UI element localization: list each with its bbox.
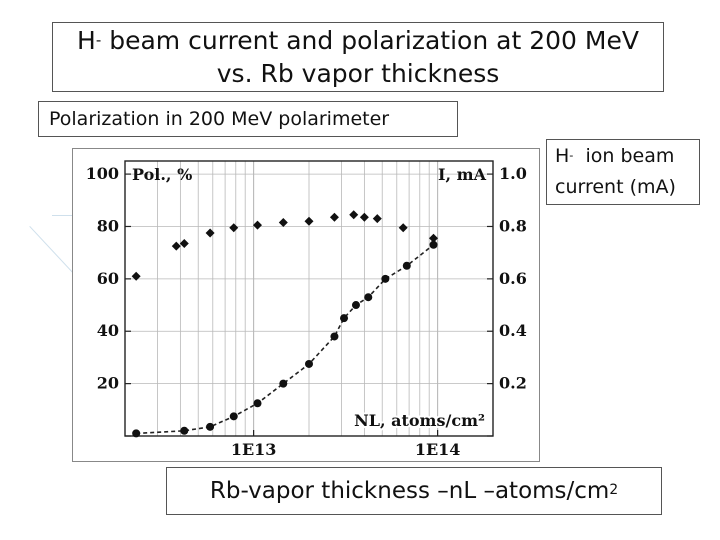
- current-caption-line-1: H- ion beam: [555, 142, 699, 173]
- polarization-data-point: [278, 218, 288, 228]
- x-axis-caption-text: Rb-vapor thickness –nL –atoms/cm: [209, 478, 610, 504]
- current-data-point: [402, 261, 411, 270]
- current-data-point: [340, 314, 349, 323]
- current-prefix: H: [555, 145, 570, 167]
- current-rest: ion beam: [573, 145, 675, 167]
- polarization-current-chart: 20 40 60 80 100 0.2 0.4 0.6 0.8 1.0 1E13 1E14 Pol., …: [86, 160, 527, 459]
- x-axis-label: NL, atoms/cm²: [354, 411, 485, 430]
- current-data-point: [330, 332, 339, 341]
- title-rest: beam current and polarization at 200 MeV: [101, 26, 639, 55]
- polarization-data-point: [253, 220, 263, 230]
- left-axis-label: Pol., %: [132, 165, 192, 184]
- title-superscript: -: [95, 30, 102, 49]
- chart-frame: 20 40 60 80 100 0.2 0.4 0.6 0.8 1.0 1E13 1E14 Pol., …: [72, 148, 540, 462]
- x-axis-caption-sup: 2: [609, 481, 619, 498]
- current-data-point: [429, 240, 438, 249]
- left-axis-tick-label: 20: [97, 374, 119, 393]
- current-data-point: [381, 274, 390, 283]
- x-axis-tick-label: 1E14: [415, 440, 461, 459]
- polarization-data-point: [229, 223, 239, 233]
- current-caption-line-2: current (mA): [555, 176, 676, 198]
- right-axis-tick-label: 0.6: [499, 269, 527, 288]
- polarization-data-point: [304, 216, 314, 226]
- left-axis-tick-label: 60: [97, 269, 119, 288]
- current-data-point: [279, 379, 288, 388]
- current-superscript: -: [569, 147, 574, 162]
- current-data-point: [364, 293, 373, 302]
- polarization-data-point: [398, 223, 408, 233]
- left-axis-tick-label: 80: [97, 216, 119, 235]
- right-axis-tick-label: 1.0: [499, 164, 527, 183]
- right-axis-label: I, mA: [438, 165, 487, 184]
- left-axis-tick-label: 100: [86, 164, 119, 183]
- slide-title: H- beam current and polarization at 200 …: [52, 22, 664, 92]
- current-data-point: [206, 422, 215, 431]
- decorative-line: [52, 215, 82, 216]
- x-axis-caption: Rb-vapor thickness –nL –atoms/cm2: [166, 467, 662, 515]
- plot-area-frame: [124, 160, 494, 437]
- current-data-point: [132, 429, 141, 438]
- polarization-data-point: [372, 214, 382, 224]
- title-line-1: H- beam current and polarization at 200 …: [53, 26, 663, 55]
- right-axis-tick-label: 0.8: [499, 216, 527, 235]
- polarization-data-point: [429, 233, 439, 243]
- polarization-caption: Polarization in 200 MeV polarimeter: [38, 101, 458, 137]
- polarization-data-point: [131, 271, 141, 281]
- title-line-2: vs. Rb vapor thickness: [216, 59, 500, 88]
- current-caption: H- ion beam current (mA): [546, 139, 700, 205]
- current-data-point: [229, 412, 238, 421]
- current-fit-curve: [136, 244, 434, 435]
- current-data-point: [253, 399, 262, 408]
- polarization-data-point: [349, 210, 359, 220]
- right-axis-tick-label: 0.4: [499, 321, 527, 340]
- polarization-data-point: [205, 228, 215, 238]
- current-data-point: [351, 301, 360, 310]
- polarization-data-point: [171, 241, 181, 251]
- x-axis-tick-label: 1E13: [231, 440, 277, 459]
- current-data-point: [180, 426, 189, 435]
- left-axis-tick-label: 40: [97, 321, 119, 340]
- title-prefix: H: [77, 26, 96, 55]
- right-axis-tick-label: 0.2: [499, 374, 527, 393]
- current-data-point: [305, 359, 313, 368]
- polarization-data-point: [179, 239, 189, 248]
- polarization-data-point: [359, 212, 369, 222]
- polarization-data-point: [329, 212, 339, 222]
